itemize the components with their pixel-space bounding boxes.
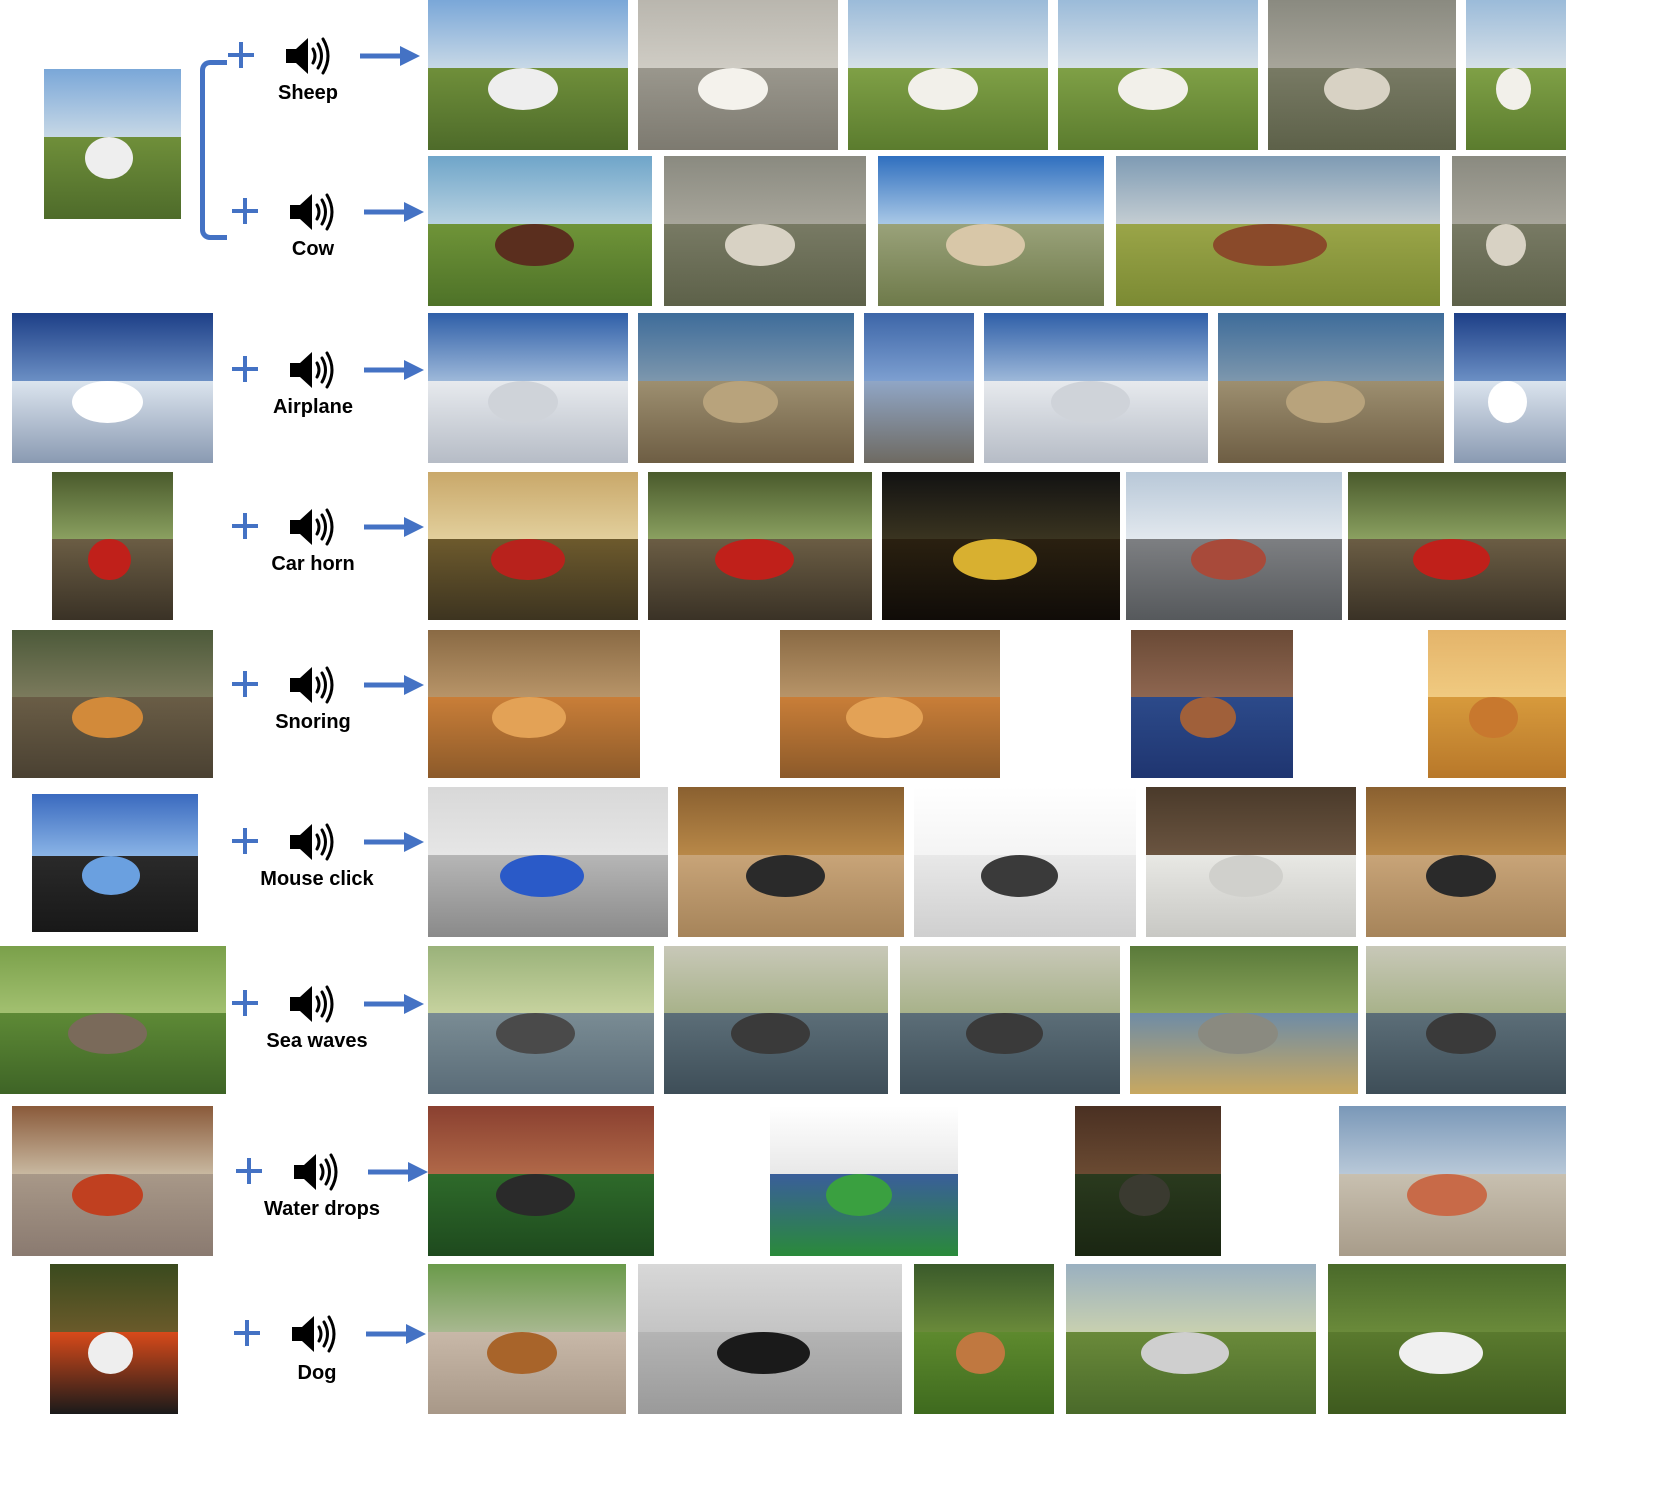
retrieved-image [1328, 1264, 1566, 1414]
right-arrow-icon [364, 517, 424, 537]
plus-icon [232, 671, 258, 697]
sound-label: Sheep [277, 82, 339, 104]
retrieved-image [1130, 946, 1358, 1094]
sound-label: Sea waves [266, 1030, 368, 1052]
speaker-icon [294, 1153, 338, 1191]
retrieved-image [664, 156, 866, 306]
sound-label: Cow [291, 238, 335, 260]
speaker-icon [286, 37, 330, 75]
query-image [12, 313, 213, 463]
retrieved-image [780, 630, 1000, 778]
query-image [44, 69, 181, 219]
plus-icon [232, 198, 258, 224]
retrieved-image [1366, 787, 1566, 937]
speaker-icon [292, 1315, 336, 1353]
sound-label: Dog [297, 1362, 337, 1384]
retrieved-image [984, 313, 1208, 463]
plus-icon [234, 1320, 260, 1346]
retrieved-image [1466, 0, 1566, 150]
speaker-icon [290, 508, 334, 546]
retrieved-image [1146, 787, 1356, 937]
speaker-icon [290, 985, 334, 1023]
query-image [12, 630, 213, 778]
retrieved-image [664, 946, 888, 1094]
retrieved-image [770, 1106, 958, 1256]
speaker-icon [290, 823, 334, 861]
retrieved-image [648, 472, 872, 620]
retrieved-image [1218, 313, 1444, 463]
retrieved-image [428, 156, 652, 306]
right-arrow-icon [364, 832, 424, 852]
retrieved-image [428, 787, 668, 937]
retrieved-image [428, 472, 638, 620]
retrieved-image [638, 0, 838, 150]
right-arrow-icon [364, 360, 424, 380]
right-arrow-icon [368, 1162, 428, 1182]
retrieved-image [848, 0, 1048, 150]
retrieved-image [1366, 946, 1566, 1094]
plus-icon [228, 42, 254, 68]
retrieved-image [1066, 1264, 1316, 1414]
retrieved-image [1131, 630, 1293, 778]
retrieved-image [428, 946, 654, 1094]
retrieved-image [1058, 0, 1258, 150]
retrieved-image [428, 1264, 626, 1414]
retrieved-image [638, 313, 854, 463]
retrieved-image [1339, 1106, 1566, 1256]
retrieved-image [1268, 0, 1456, 150]
retrieved-image [1116, 156, 1440, 306]
retrieved-image [638, 1264, 902, 1414]
plus-icon [232, 513, 258, 539]
retrieved-image [914, 787, 1136, 937]
plus-icon [232, 828, 258, 854]
plus-icon [236, 1158, 262, 1184]
right-arrow-icon [364, 202, 424, 222]
right-arrow-icon [364, 994, 424, 1014]
retrieved-image [878, 156, 1104, 306]
retrieved-image [864, 313, 974, 463]
query-image [52, 472, 173, 620]
plus-icon [232, 990, 258, 1016]
speaker-icon [290, 666, 334, 704]
retrieved-image [900, 946, 1120, 1094]
retrieved-image [1454, 313, 1566, 463]
query-image [0, 946, 226, 1094]
right-arrow-icon [366, 1324, 426, 1344]
retrieved-image [428, 0, 628, 150]
speaker-icon [290, 351, 334, 389]
query-image [32, 794, 198, 932]
retrieved-image [914, 1264, 1054, 1414]
right-arrow-icon [364, 675, 424, 695]
plus-icon [232, 356, 258, 382]
sound-label: Snoring [275, 711, 351, 733]
right-arrow-icon [360, 46, 420, 66]
sound-label: Water drops [264, 1198, 380, 1220]
sound-label: Mouse click [260, 868, 374, 890]
retrieved-image [428, 630, 640, 778]
sound-label: Airplane [272, 396, 354, 418]
retrieved-image [1452, 156, 1566, 306]
retrieved-image [678, 787, 904, 937]
query-image [50, 1264, 178, 1414]
retrieved-image [1428, 630, 1566, 778]
query-image [12, 1106, 213, 1256]
retrieved-image [1075, 1106, 1221, 1256]
bracket [200, 60, 227, 240]
speaker-icon [290, 193, 334, 231]
retrieved-image [1348, 472, 1566, 620]
retrieved-image [428, 313, 628, 463]
retrieved-image [428, 1106, 654, 1256]
retrieved-image [882, 472, 1120, 620]
retrieved-image [1126, 472, 1342, 620]
sound-label: Car horn [271, 553, 355, 575]
